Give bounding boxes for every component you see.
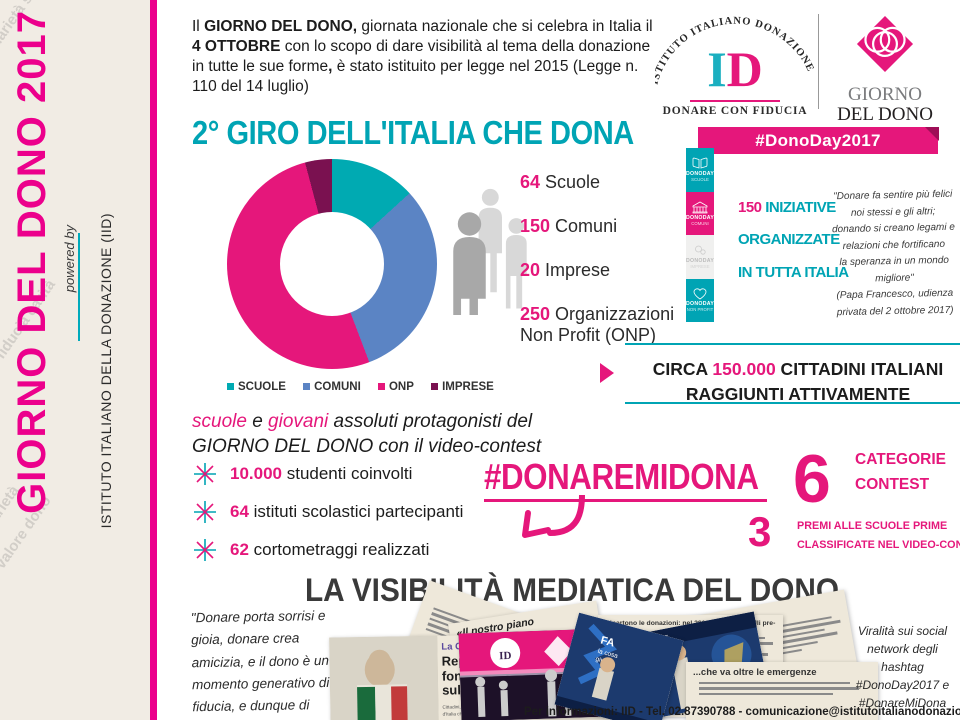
svg-text:ID: ID xyxy=(499,650,512,662)
